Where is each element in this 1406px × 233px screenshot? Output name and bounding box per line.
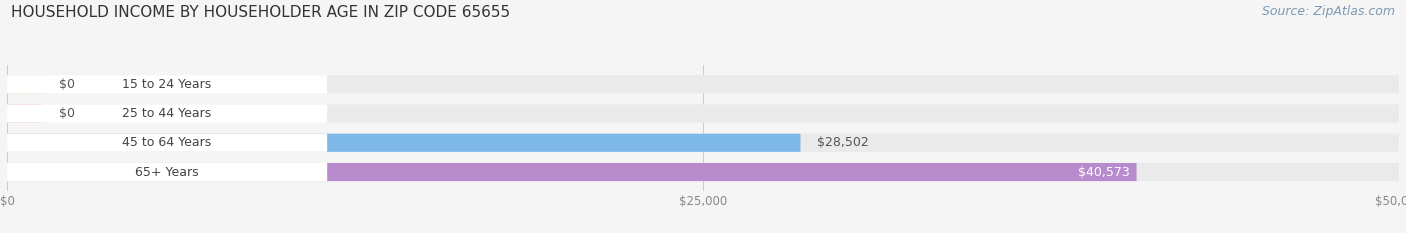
Text: 25 to 44 Years: 25 to 44 Years	[122, 107, 212, 120]
FancyBboxPatch shape	[7, 104, 1399, 123]
FancyBboxPatch shape	[7, 134, 328, 152]
FancyBboxPatch shape	[7, 104, 42, 123]
Text: $28,502: $28,502	[817, 136, 869, 149]
Text: HOUSEHOLD INCOME BY HOUSEHOLDER AGE IN ZIP CODE 65655: HOUSEHOLD INCOME BY HOUSEHOLDER AGE IN Z…	[11, 5, 510, 20]
FancyBboxPatch shape	[7, 163, 1399, 181]
FancyBboxPatch shape	[7, 75, 1399, 93]
Text: 65+ Years: 65+ Years	[135, 165, 198, 178]
FancyBboxPatch shape	[7, 163, 1136, 181]
FancyBboxPatch shape	[7, 104, 328, 123]
Text: 45 to 64 Years: 45 to 64 Years	[122, 136, 212, 149]
FancyBboxPatch shape	[7, 75, 328, 93]
Text: $0: $0	[59, 78, 75, 91]
FancyBboxPatch shape	[7, 134, 800, 152]
Text: $0: $0	[59, 107, 75, 120]
Text: Source: ZipAtlas.com: Source: ZipAtlas.com	[1261, 5, 1395, 18]
FancyBboxPatch shape	[7, 134, 1399, 152]
FancyBboxPatch shape	[7, 163, 328, 181]
Text: $40,573: $40,573	[1078, 165, 1129, 178]
Text: 15 to 24 Years: 15 to 24 Years	[122, 78, 212, 91]
FancyBboxPatch shape	[7, 75, 42, 93]
